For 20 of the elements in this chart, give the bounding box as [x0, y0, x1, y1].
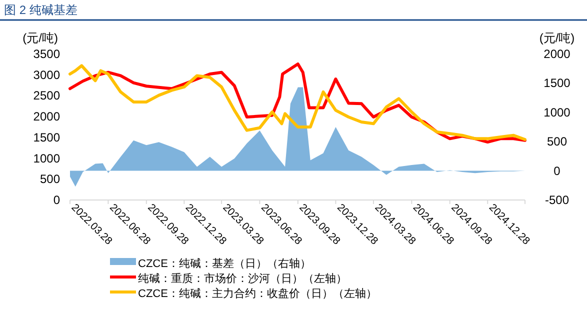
- y-tick-label: 500: [40, 172, 60, 186]
- y2-tick-label: 2000: [544, 47, 571, 61]
- y-axis-title: (元/吨): [22, 31, 58, 45]
- legend-label: CZCE：纯碱：主力合约：收盘价（日）（左轴）: [138, 287, 377, 300]
- title: 图 2 纯碱基差: [4, 3, 78, 17]
- legend-label: 纯碱：重质：市场价：沙河（日）（左轴）: [138, 272, 347, 285]
- y2-tick-label: -500: [544, 193, 570, 207]
- y2-tick-label: 0: [554, 164, 561, 178]
- y2-axis-title: (元/吨): [539, 31, 575, 45]
- y-tick-label: 2000: [33, 110, 60, 124]
- y-tick-label: 1500: [33, 130, 60, 144]
- legend-label: CZCE：纯碱：基差（日）（右轴）: [138, 257, 311, 270]
- y2-tick-label: 1000: [544, 105, 571, 120]
- y2-tick-label: 500: [546, 134, 568, 149]
- y-tick-label: 2500: [33, 88, 60, 103]
- y-tick-label: 1000: [33, 151, 60, 166]
- y-tick-label: 3500: [33, 47, 60, 61]
- y-tick-label: 3000: [33, 68, 60, 82]
- y2-tick-label: 1500: [544, 76, 571, 90]
- y-tick-label: 0: [53, 193, 60, 207]
